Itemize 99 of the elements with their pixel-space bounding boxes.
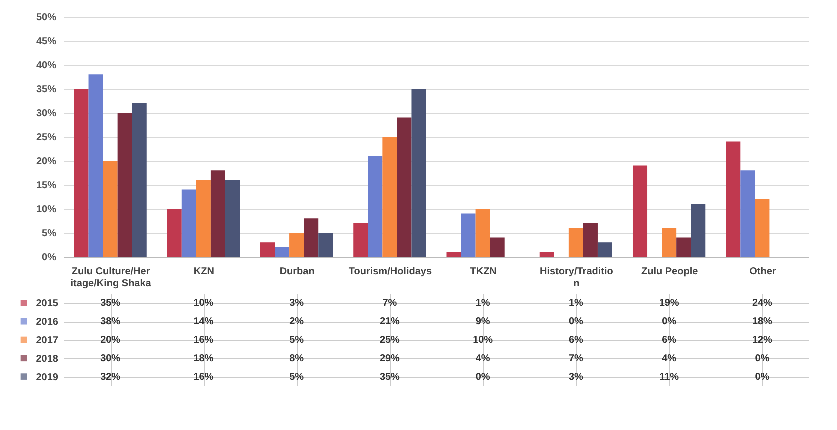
- bar: [412, 89, 426, 257]
- data-label: 0%: [755, 372, 770, 383]
- bar: [476, 209, 490, 257]
- bar: [397, 118, 412, 257]
- bar: [726, 142, 741, 257]
- data-label: 21%: [380, 316, 400, 328]
- y-tick-label: 5%: [42, 228, 57, 240]
- bar: [318, 233, 334, 257]
- data-label: 6%: [662, 335, 677, 346]
- bar: [583, 223, 598, 257]
- bar: [368, 156, 383, 257]
- x-tick-label: Zulu Culture/Heritage/King Shaka: [70, 266, 152, 290]
- y-tick-label: 0%: [42, 252, 57, 264]
- data-label: 35%: [100, 298, 121, 310]
- bar: [446, 252, 462, 257]
- bar: [598, 242, 613, 257]
- data-label: 25%: [380, 335, 400, 346]
- data-label: 29%: [380, 353, 400, 364]
- bar: [88, 74, 104, 257]
- data-label: 9%: [476, 316, 490, 328]
- data-label: 32%: [100, 372, 121, 383]
- bar: [132, 103, 147, 257]
- bar: [118, 113, 132, 257]
- x-tick-label: History/Tradition: [540, 266, 614, 290]
- data-label: 0%: [568, 316, 584, 328]
- legend-label: 2018: [36, 354, 59, 365]
- data-label: 0%: [476, 372, 490, 383]
- bar: [260, 242, 276, 257]
- y-tick-label: 10%: [36, 204, 57, 216]
- x-tick-label: KZN: [194, 266, 214, 278]
- bar: [740, 170, 756, 257]
- data-label: 20%: [100, 335, 121, 346]
- data-label: 1%: [568, 298, 584, 310]
- bar: [632, 166, 648, 257]
- data-label: 4%: [476, 353, 490, 364]
- data-label: 3%: [568, 372, 584, 383]
- data-label: 7%: [568, 353, 584, 364]
- data-label: 11%: [660, 372, 680, 383]
- y-tick-label: 20%: [36, 156, 57, 168]
- data-label: 1%: [476, 298, 490, 310]
- bar: [461, 214, 476, 257]
- bar: [275, 247, 290, 257]
- data-label: 38%: [100, 316, 121, 328]
- legend-label: 2017: [36, 336, 59, 346]
- bar: [691, 204, 706, 257]
- data-label: 4%: [662, 353, 677, 364]
- data-label: 8%: [290, 353, 304, 364]
- bar: [490, 238, 505, 257]
- bar: [755, 199, 770, 257]
- x-tick-label: Zulu People: [641, 266, 699, 278]
- bar: [354, 223, 368, 257]
- data-label: 6%: [568, 335, 584, 346]
- y-tick-label: 15%: [36, 180, 57, 192]
- y-tick-label: 40%: [36, 60, 57, 72]
- bar: [676, 238, 692, 257]
- y-tick-label: 50%: [36, 12, 57, 24]
- bar: [103, 161, 118, 257]
- data-label: 12%: [752, 335, 773, 346]
- data-label: 2%: [290, 316, 304, 328]
- x-tick-label: Durban: [280, 266, 315, 278]
- bar: [167, 209, 182, 257]
- data-label: 16%: [194, 335, 214, 346]
- bar: [540, 252, 554, 257]
- data-label: 24%: [752, 298, 773, 310]
- data-label: 19%: [659, 298, 680, 310]
- bar: [225, 180, 240, 257]
- data-label: 30%: [100, 353, 121, 364]
- data-label: 7%: [382, 298, 398, 310]
- bar: [210, 170, 226, 257]
- legend-label: 2016: [36, 317, 59, 328]
- bar: [662, 228, 677, 257]
- data-label: 10%: [473, 335, 494, 346]
- bar: [74, 89, 89, 257]
- data-label: 16%: [194, 372, 214, 383]
- data-label: 5%: [290, 372, 304, 383]
- data-label: 14%: [194, 316, 214, 328]
- legend-label: 2019: [36, 372, 59, 384]
- bar: [290, 233, 304, 257]
- y-tick-label: 25%: [36, 132, 57, 144]
- data-label: 0%: [662, 316, 677, 328]
- data-label: 35%: [380, 372, 400, 383]
- data-label: 5%: [290, 335, 304, 346]
- y-tick-label: 30%: [36, 108, 57, 120]
- bar: [568, 228, 584, 257]
- data-label: 18%: [752, 316, 773, 328]
- bar: [196, 180, 211, 257]
- data-label: 18%: [194, 353, 214, 364]
- x-tick-label: TKZN: [470, 266, 497, 278]
- legend-label: 2015: [36, 298, 59, 310]
- data-label: 10%: [194, 298, 214, 310]
- bar: [382, 137, 398, 257]
- bar: [304, 218, 319, 257]
- y-tick-label: 45%: [36, 36, 57, 48]
- y-tick-label: 35%: [36, 84, 57, 96]
- data-label: 3%: [290, 298, 304, 310]
- bar: [182, 190, 196, 257]
- x-tick-label: Tourism/Holidays: [348, 266, 432, 278]
- x-tick-label: Other: [750, 266, 776, 278]
- data-label: 0%: [755, 353, 770, 364]
